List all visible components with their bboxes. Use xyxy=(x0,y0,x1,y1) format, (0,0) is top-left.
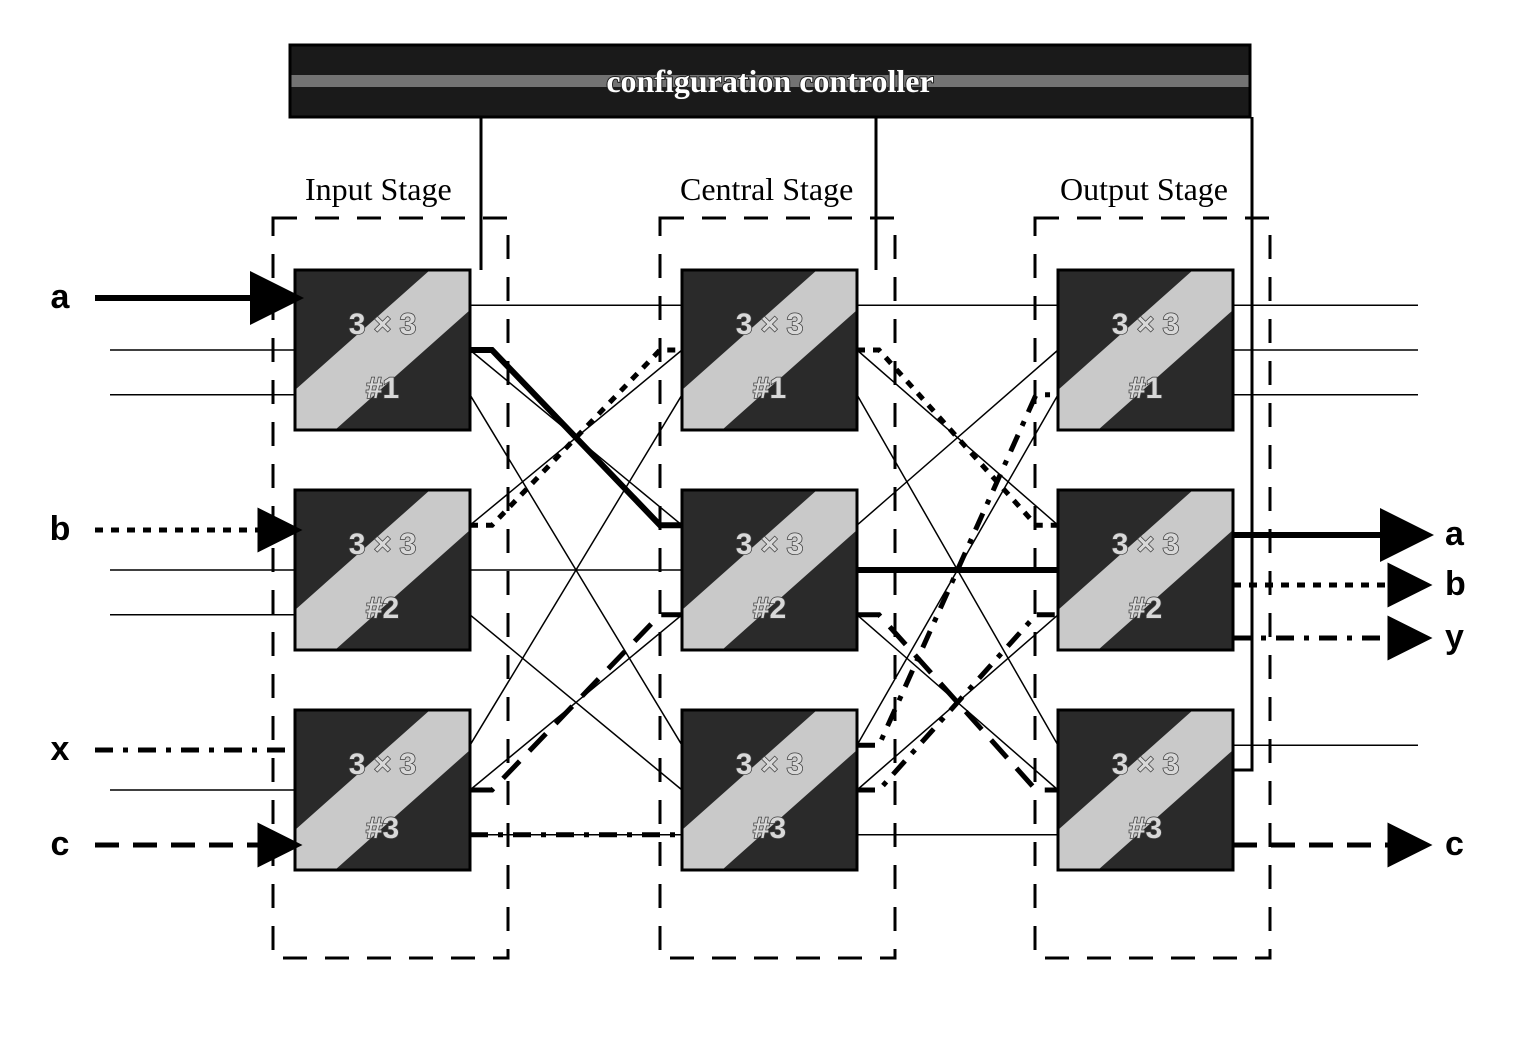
switch-in3: 3 × 3 #3 xyxy=(295,710,470,870)
switch-c2-id: #2 xyxy=(753,592,786,625)
switch-c1: 3 × 3 #1 xyxy=(682,270,857,430)
signal-b-out-label: b xyxy=(1445,565,1466,603)
switch-c3-id: #3 xyxy=(753,812,786,845)
switch-o3-id: #3 xyxy=(1129,812,1162,845)
switch-o3-size: 3 × 3 xyxy=(1112,748,1180,781)
switch-c1-size: 3 × 3 xyxy=(736,308,804,341)
switch-in2-id: #2 xyxy=(366,592,399,625)
switch-o1: 3 × 3 #1 xyxy=(1058,270,1233,430)
switch-c3-size: 3 × 3 xyxy=(736,748,804,781)
clos-network-diagram: configuration controller 3 × 3#13 × 3#23… xyxy=(0,0,1523,1052)
switch-in1-size: 3 × 3 xyxy=(349,308,417,341)
signal-c-in-label: c xyxy=(51,825,70,863)
switch-o2-id: #2 xyxy=(1129,592,1162,625)
switch-in3-size: 3 × 3 xyxy=(349,748,417,781)
switch-o2: 3 × 3 #2 xyxy=(1058,490,1233,650)
switch-in3-id: #3 xyxy=(366,812,399,845)
switch-o2-size: 3 × 3 xyxy=(1112,528,1180,561)
switch-c2-size: 3 × 3 xyxy=(736,528,804,561)
switch-in2-size: 3 × 3 xyxy=(349,528,417,561)
signal-c-out-label: c xyxy=(1445,825,1464,863)
switch-in1: 3 × 3 #1 xyxy=(295,270,470,430)
configuration-controller: configuration controller xyxy=(290,45,1250,117)
signal-y-out-label: y xyxy=(1445,618,1464,656)
switch-o1-id: #1 xyxy=(1129,372,1162,405)
switch-in2: 3 × 3 #2 xyxy=(295,490,470,650)
output-stage-title: Output Stage xyxy=(1060,171,1228,207)
switch-c2: 3 × 3 #2 xyxy=(682,490,857,650)
input-stage-title: Input Stage xyxy=(305,171,452,207)
switch-o3: 3 × 3 #3 xyxy=(1058,710,1233,870)
switch-o1-size: 3 × 3 xyxy=(1112,308,1180,341)
controller-label: configuration controller xyxy=(606,63,933,99)
central-stage-title: Central Stage xyxy=(680,171,853,207)
signal-a-out-label: a xyxy=(1445,515,1465,553)
switch-in1-id: #1 xyxy=(366,372,399,405)
switch-c1-id: #1 xyxy=(753,372,786,405)
signal-a-in-label: a xyxy=(51,278,71,316)
switch-c3: 3 × 3 #3 xyxy=(682,710,857,870)
signal-b-in-label: b xyxy=(50,510,71,548)
signal-x-in-label: x xyxy=(51,730,70,768)
